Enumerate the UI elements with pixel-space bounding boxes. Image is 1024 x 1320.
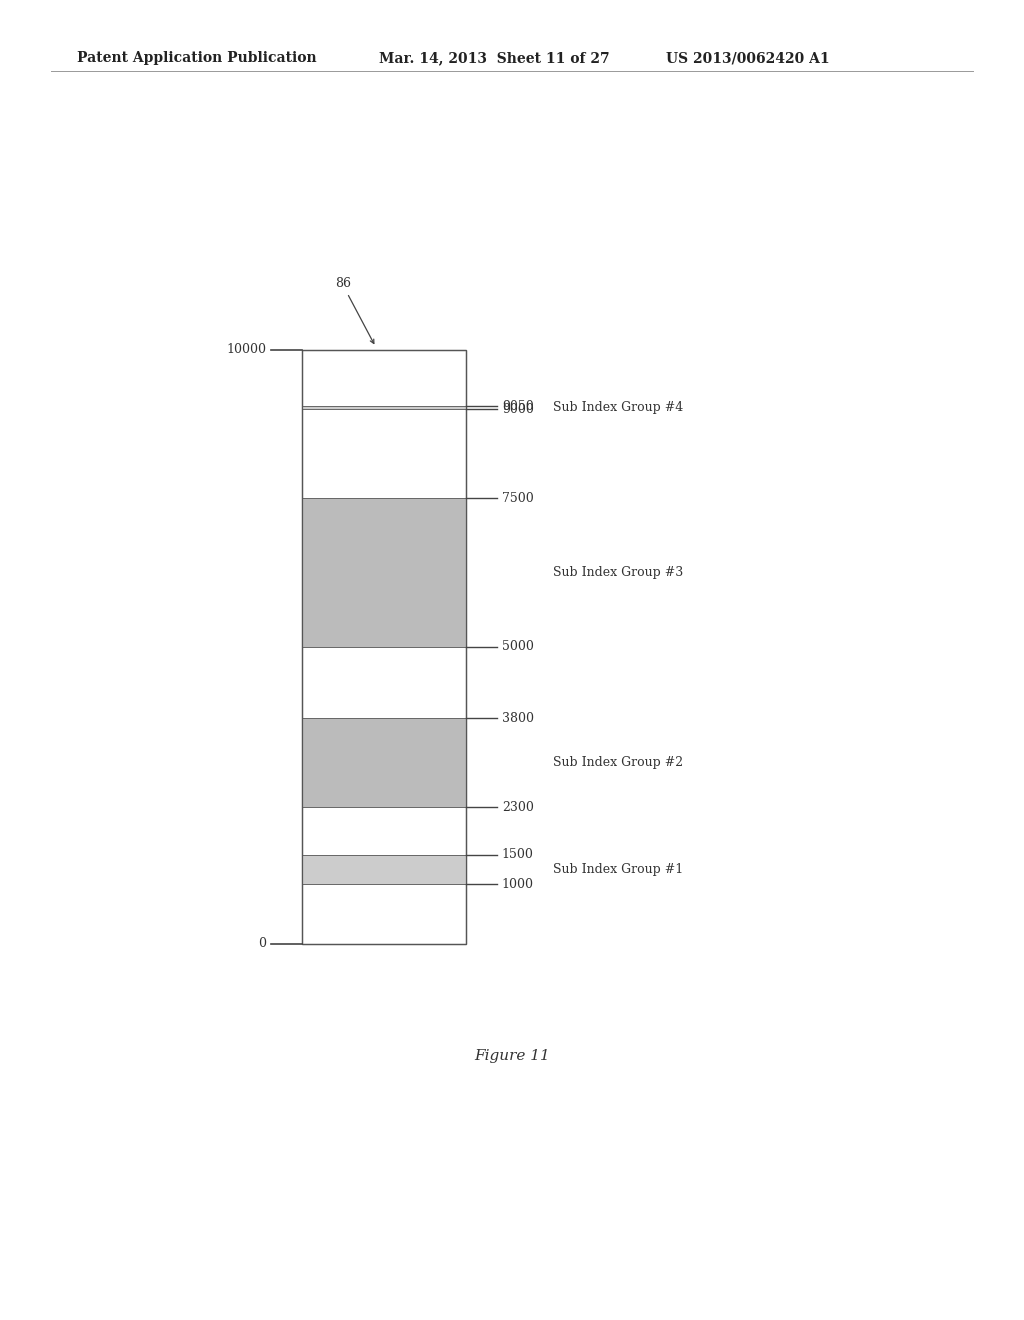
Text: 9050: 9050: [502, 400, 534, 413]
Text: 2300: 2300: [502, 801, 534, 813]
Text: 3800: 3800: [502, 711, 534, 725]
Text: 86: 86: [335, 277, 351, 290]
Text: 5000: 5000: [502, 640, 534, 653]
Text: 9000: 9000: [502, 403, 534, 416]
Text: US 2013/0062420 A1: US 2013/0062420 A1: [666, 51, 829, 65]
Text: 1500: 1500: [502, 849, 534, 861]
FancyArrowPatch shape: [348, 296, 374, 343]
Text: Patent Application Publication: Patent Application Publication: [77, 51, 316, 65]
Text: Sub Index Group #1: Sub Index Group #1: [553, 863, 683, 876]
Text: Figure 11: Figure 11: [474, 1049, 550, 1063]
Text: Sub Index Group #3: Sub Index Group #3: [553, 566, 683, 579]
Text: Mar. 14, 2013  Sheet 11 of 27: Mar. 14, 2013 Sheet 11 of 27: [379, 51, 609, 65]
Text: 10000: 10000: [226, 343, 266, 356]
Text: 1000: 1000: [502, 878, 534, 891]
Text: Sub Index Group #2: Sub Index Group #2: [553, 756, 683, 770]
Text: 7500: 7500: [502, 492, 534, 504]
Text: Sub Index Group #4: Sub Index Group #4: [553, 401, 683, 414]
Text: 0: 0: [258, 937, 266, 950]
